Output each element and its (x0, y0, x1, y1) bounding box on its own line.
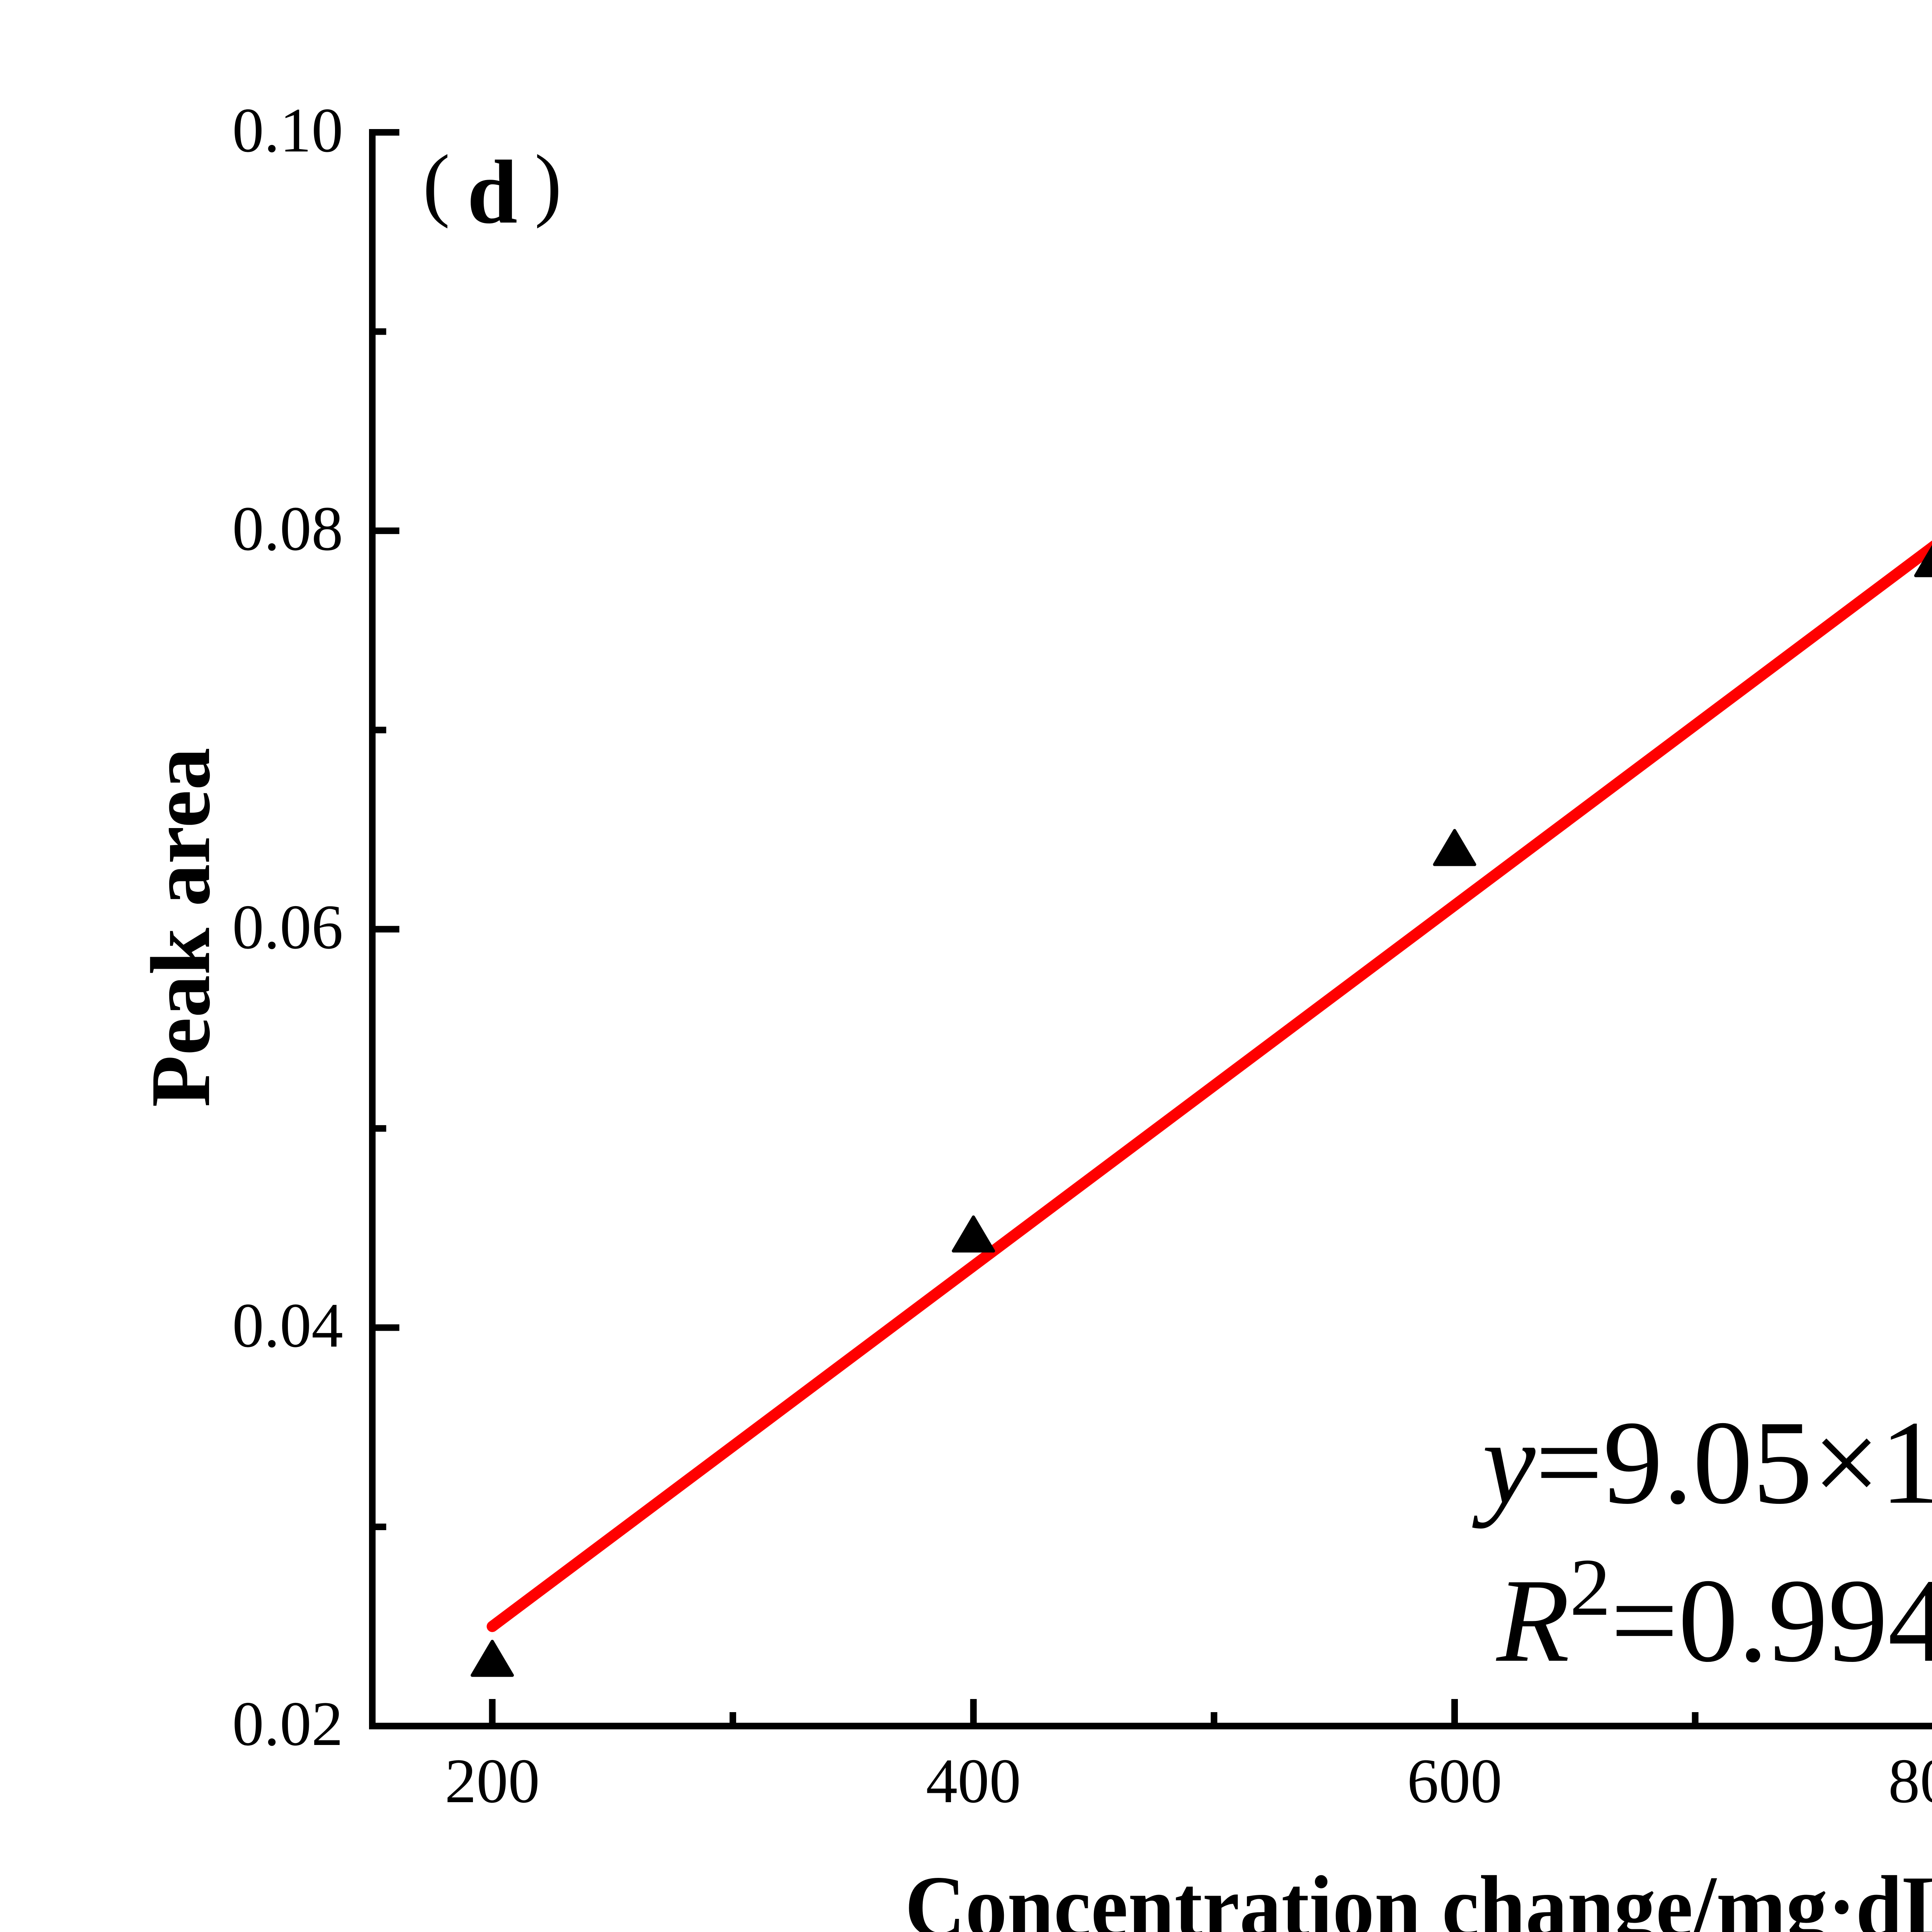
data-point-marker (1433, 829, 1476, 866)
fit-equation-annotation: y=9.05×10−5C+0.0069 R2=0.9944 (1482, 1384, 1932, 1700)
annotation-segment: y (1482, 1396, 1536, 1529)
x-axis-title-text: Concentration change/mg·dL (905, 1858, 1932, 1932)
annotation-segment: 2 (1570, 1542, 1611, 1633)
data-point-marker (1914, 545, 1932, 577)
x-tick-label: 600 (1407, 1746, 1502, 1816)
annotation-segment: R (1497, 1554, 1570, 1687)
panel-label-letter: d (467, 142, 518, 242)
panel-label: (d) (423, 138, 562, 266)
y-tick-label: 0.06 (232, 892, 343, 962)
data-point-marker (471, 1639, 514, 1677)
fit-line (486, 540, 1932, 1632)
y-tick-label: 0.04 (232, 1290, 343, 1361)
x-tick-label: 400 (926, 1746, 1021, 1816)
x-axis-title: Concentration change/mg·dL-1 (905, 1863, 1932, 1932)
annotation-segment: =9.05×10 (1535, 1396, 1932, 1529)
data-point-marker (952, 1215, 995, 1253)
y-tick-label: 0.10 (232, 95, 343, 165)
fit-equation-line: y=9.05×10−5C+0.0069 (1482, 1384, 1932, 1542)
y-axis-title: Peak area (133, 747, 228, 1107)
y-tick-label: 0.02 (232, 1689, 343, 1759)
panel-label-open-paren: ( (423, 138, 450, 229)
panel-label-close-paren: ) (534, 138, 562, 229)
x-tick-label: 800 (1888, 1746, 1932, 1816)
r-squared-line: R2=0.9944 (1497, 1542, 1932, 1700)
annotation-segment: =0.9944 (1611, 1554, 1932, 1687)
x-tick-label: 200 (445, 1746, 540, 1816)
y-tick-label: 0.08 (232, 493, 343, 564)
